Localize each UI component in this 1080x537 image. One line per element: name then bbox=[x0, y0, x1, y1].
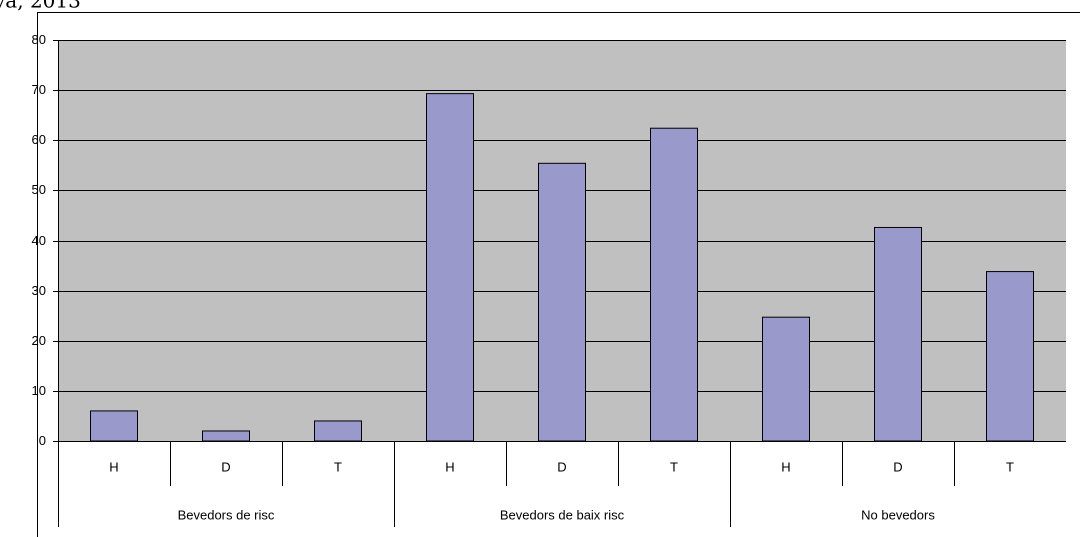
y-tick-label: 0 bbox=[39, 433, 46, 448]
y-tick-label: 60 bbox=[32, 132, 46, 147]
x-tick-label: T bbox=[1006, 459, 1014, 474]
x-tick-label: D bbox=[557, 459, 566, 474]
x-tick-label: H bbox=[109, 459, 118, 474]
bar bbox=[986, 271, 1034, 442]
group-label: No bevedors bbox=[861, 507, 935, 522]
x-tick-label: D bbox=[893, 459, 902, 474]
x-tick-label: T bbox=[334, 459, 342, 474]
y-tick-label: 80 bbox=[32, 32, 46, 47]
y-tick-label: 30 bbox=[32, 283, 46, 298]
bar bbox=[650, 127, 698, 442]
bar bbox=[538, 162, 586, 442]
x-tick-label: H bbox=[445, 459, 454, 474]
bar bbox=[314, 420, 362, 442]
y-tick-label: 70 bbox=[32, 82, 46, 97]
y-tick-label: 40 bbox=[32, 233, 46, 248]
bar bbox=[762, 316, 810, 442]
chart-title: ya, 2013 bbox=[0, 0, 81, 13]
y-tick-label: 10 bbox=[32, 383, 46, 398]
bar bbox=[426, 93, 474, 442]
group-label: Bevedors de baix risc bbox=[500, 507, 625, 522]
bar bbox=[202, 430, 250, 442]
x-tick-label: H bbox=[781, 459, 790, 474]
x-tick-label: D bbox=[221, 459, 230, 474]
y-tick-label: 20 bbox=[32, 333, 46, 348]
bar bbox=[90, 410, 138, 442]
bar bbox=[874, 226, 922, 442]
x-tick-label: T bbox=[670, 459, 678, 474]
group-label: Bevedors de risc bbox=[178, 507, 275, 522]
y-tick-label: 50 bbox=[32, 182, 46, 197]
